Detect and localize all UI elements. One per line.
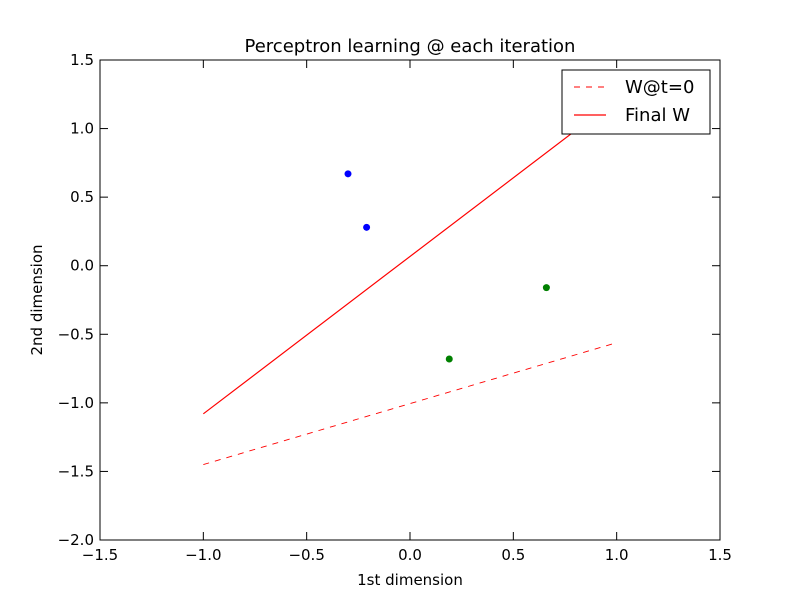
y-tick-label: 0.0 [70,257,94,275]
chart-title: Perceptron learning @ each iteration [245,36,576,57]
legend: W@t=0 Final W [561,69,711,135]
y-tick-label: −2.0 [58,531,94,549]
data-point [363,223,371,231]
x-tick-label: 0.0 [398,546,422,564]
data-point [445,355,453,363]
data-point [344,170,352,178]
y-tick-label: 1.0 [70,120,94,138]
y-tick-label: 1.5 [70,51,94,69]
data-point [542,284,550,292]
legend-label-initial: W@t=0 [625,77,694,98]
y-tick-label: −1.5 [58,462,94,480]
y-axis-label: 2nd dimension [28,244,46,355]
x-tick-label: 1.5 [708,546,732,564]
x-tick-label: −0.5 [288,546,324,564]
x-axis-label: 1st dimension [357,571,463,589]
final-weight-line [202,114,597,415]
x-tick-label: 1.0 [605,546,629,564]
x-tick-label: −1.0 [185,546,221,564]
x-tick-label: 0.5 [501,546,525,564]
plot-area [100,60,720,540]
y-tick-label: 0.5 [70,188,94,206]
legend-label-final: Final W [625,105,690,126]
y-tick-label: −1.0 [58,394,94,412]
legend-box [561,69,711,135]
x-tick-label: −1.5 [82,546,118,564]
y-tick-label: −0.5 [58,325,94,343]
